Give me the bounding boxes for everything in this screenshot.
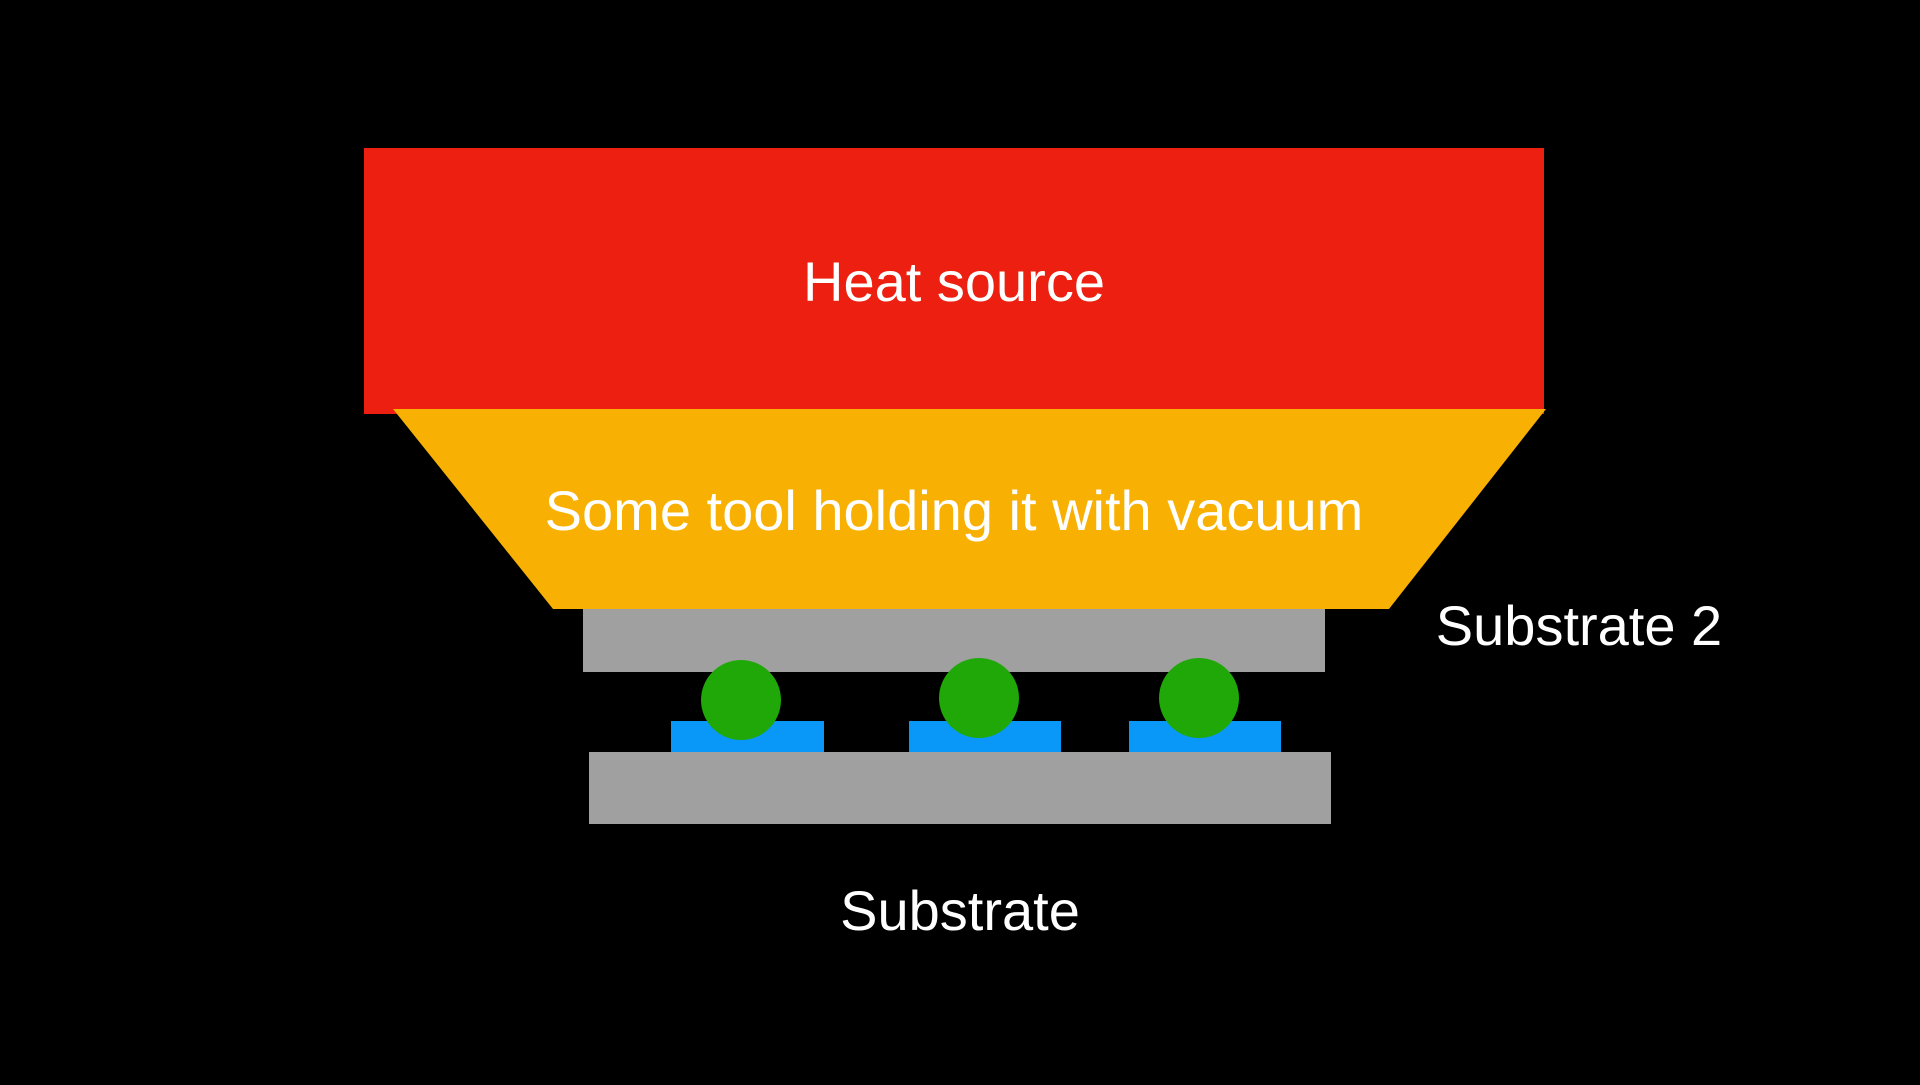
heat-source-label: Heat source: [803, 250, 1105, 313]
substrate-label: Substrate: [840, 879, 1080, 942]
substrate-2-label: Substrate 2: [1436, 594, 1722, 657]
solder-bump: [939, 658, 1019, 738]
solder-bump: [701, 660, 781, 740]
substrate-plate: [589, 752, 1331, 824]
vacuum-tool: [393, 409, 1546, 609]
vacuum-tool-label: Some tool holding it with vacuum: [545, 479, 1364, 542]
solder-bump: [1159, 658, 1239, 738]
heat-source-block: [364, 148, 1544, 414]
